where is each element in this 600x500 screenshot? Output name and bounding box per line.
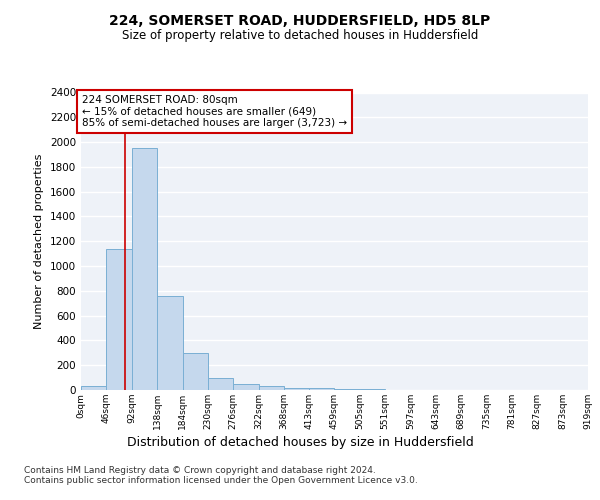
Text: Distribution of detached houses by size in Huddersfield: Distribution of detached houses by size … <box>127 436 473 449</box>
Bar <box>132 148 157 390</box>
Bar <box>81 386 106 390</box>
Y-axis label: Number of detached properties: Number of detached properties <box>34 154 44 329</box>
Bar <box>309 388 334 390</box>
Bar <box>284 388 310 390</box>
Bar <box>157 296 182 390</box>
Bar <box>208 378 233 390</box>
Text: Contains public sector information licensed under the Open Government Licence v3: Contains public sector information licen… <box>24 476 418 485</box>
Text: Contains HM Land Registry data © Crown copyright and database right 2024.: Contains HM Land Registry data © Crown c… <box>24 466 376 475</box>
Bar <box>334 389 359 390</box>
Text: 224 SOMERSET ROAD: 80sqm
← 15% of detached houses are smaller (649)
85% of semi-: 224 SOMERSET ROAD: 80sqm ← 15% of detach… <box>82 95 347 128</box>
Bar <box>233 384 259 390</box>
Bar <box>182 353 208 390</box>
Bar <box>106 248 132 390</box>
Text: Size of property relative to detached houses in Huddersfield: Size of property relative to detached ho… <box>122 28 478 42</box>
Bar <box>259 386 284 390</box>
Text: 224, SOMERSET ROAD, HUDDERSFIELD, HD5 8LP: 224, SOMERSET ROAD, HUDDERSFIELD, HD5 8L… <box>109 14 491 28</box>
